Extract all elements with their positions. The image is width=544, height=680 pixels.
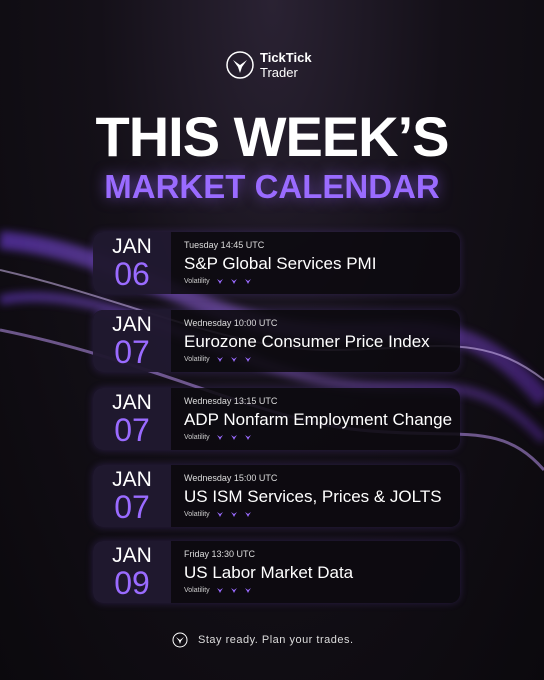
- brand-logo: [226, 51, 254, 79]
- volatility-label: Volatility: [184, 355, 210, 363]
- event-name: Eurozone Consumer Price Index: [184, 332, 430, 351]
- event-time: Wednesday 13:15 UTC: [184, 396, 278, 406]
- event-day: 09: [114, 565, 150, 601]
- event-day: 07: [114, 489, 150, 525]
- event-day: 06: [114, 256, 150, 292]
- event-card: JAN 07 Wednesday 13:15 UTC ADP Nonfarm Empl…: [93, 388, 460, 450]
- event-card: JAN 09 Friday 13:30 UTC US Labor Market Dat…: [93, 541, 460, 603]
- date-box: JAN 07: [93, 310, 171, 372]
- volatility-icon: [216, 435, 223, 440]
- volatility-label: Volatility: [184, 510, 210, 518]
- volatility: Volatility: [184, 433, 252, 441]
- volatility-icon: [216, 588, 223, 593]
- volatility-icon: [230, 435, 237, 440]
- footer-logo: [172, 632, 188, 648]
- brand-name: TickTick: [260, 50, 312, 65]
- volatility-icon: [216, 357, 223, 362]
- event-time: Tuesday 14:45 UTC: [184, 240, 265, 250]
- volatility: Volatility: [184, 586, 252, 594]
- volatility: Volatility: [184, 510, 252, 518]
- volatility-icon: [230, 512, 237, 517]
- event-time: Friday 13:30 UTC: [184, 549, 256, 559]
- footer-text: Stay ready. Plan your trades.: [198, 634, 354, 646]
- event-month: JAN: [112, 313, 152, 336]
- volatility-icon: [230, 588, 237, 593]
- volatility-label: Volatility: [184, 586, 210, 594]
- date-box: JAN 06: [93, 232, 171, 294]
- event-card: JAN 06 Tuesday 14:45 UTC S&P Global Service…: [93, 232, 460, 294]
- event-name: ADP Nonfarm Employment Change: [184, 410, 453, 429]
- event-month: JAN: [112, 468, 152, 491]
- volatility-icon: [244, 588, 251, 593]
- volatility-icon: [244, 357, 251, 362]
- volatility-icon: [244, 435, 251, 440]
- event-name: S&P Global Services PMI: [184, 254, 377, 273]
- volatility-icon: [216, 279, 223, 284]
- date-box: JAN 09: [93, 541, 171, 603]
- brand: TickTick Trader: [226, 50, 312, 80]
- volatility: Volatility: [184, 277, 252, 285]
- footer: Stay ready. Plan your trades.: [172, 632, 354, 648]
- date-box: JAN 07: [93, 388, 171, 450]
- event-month: JAN: [112, 544, 152, 567]
- event-time: Wednesday 10:00 UTC: [184, 318, 278, 328]
- volatility: Volatility: [184, 355, 252, 363]
- volatility-icon: [230, 357, 237, 362]
- event-month: JAN: [112, 235, 152, 258]
- volatility-icon: [244, 512, 251, 517]
- volatility-icon: [230, 279, 237, 284]
- event-time: Wednesday 15:00 UTC: [184, 473, 278, 483]
- event-day: 07: [114, 334, 150, 370]
- event-name: US Labor Market Data: [184, 563, 354, 582]
- event-month: JAN: [112, 391, 152, 414]
- subtitle: MARKET CALENDAR: [104, 168, 440, 205]
- volatility-icon: [216, 512, 223, 517]
- brand-sub: Trader: [260, 65, 298, 80]
- event-name: US ISM Services, Prices & JOLTS: [184, 487, 442, 506]
- date-box: JAN 07: [93, 465, 171, 527]
- event-card: JAN 07 Wednesday 15:00 UTC US ISM Services,…: [93, 465, 460, 527]
- title: THIS WEEK’S: [95, 105, 449, 168]
- volatility-label: Volatility: [184, 277, 210, 285]
- volatility-icon: [244, 279, 251, 284]
- volatility-label: Volatility: [184, 433, 210, 441]
- event-day: 07: [114, 412, 150, 448]
- event-card: JAN 07 Wednesday 10:00 UTC Eurozone Consume…: [93, 310, 460, 372]
